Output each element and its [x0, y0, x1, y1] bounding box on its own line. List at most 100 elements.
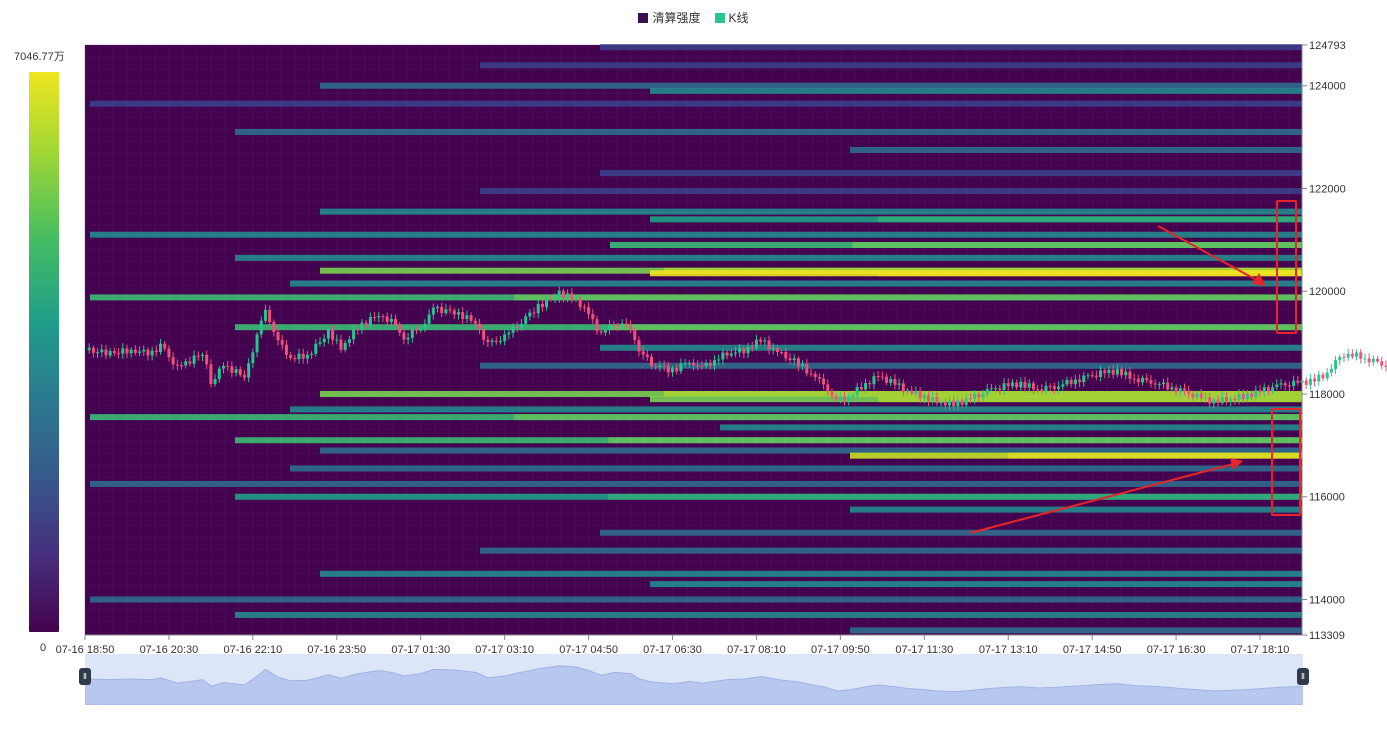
candle-body-up [234, 369, 238, 373]
candle-body-up [305, 354, 309, 359]
legend-item-kline[interactable]: K线 [714, 9, 749, 26]
candle-body-down [125, 348, 129, 354]
candle-body-down [381, 316, 385, 318]
candle-body-down [1132, 378, 1136, 380]
candle-body-up [1065, 379, 1069, 385]
candle-body-up [1245, 393, 1249, 400]
candle-body-up [566, 293, 570, 298]
candle-body-down [356, 329, 360, 331]
candle-body-down [402, 332, 406, 340]
candle-body-down [1120, 368, 1124, 376]
candle-body-down [893, 378, 897, 385]
candle-body-up [528, 312, 532, 317]
candle-body-up [1317, 374, 1321, 382]
visual-map-gradient[interactable] [29, 72, 59, 632]
candle-body-down [759, 339, 763, 342]
candle-body-down [1166, 382, 1170, 390]
candle-body-up [864, 383, 868, 390]
candle-body-up [310, 353, 314, 355]
candle-body-down [561, 290, 565, 298]
candle-body-up [897, 383, 901, 385]
liquidation-band [235, 128, 1302, 135]
candle-body-up [511, 327, 515, 333]
x-tick-label: 07-16 18:50 [56, 644, 115, 656]
candle-body-up [855, 387, 859, 396]
candle-body-down [767, 340, 771, 350]
candle-body-up [1271, 387, 1275, 392]
candle-body-up [792, 358, 796, 361]
candle-body-up [801, 364, 805, 367]
candle-body-down [272, 322, 276, 333]
candle-body-down [952, 400, 956, 407]
candle-body-up [217, 368, 221, 380]
candle-body-up [322, 338, 326, 343]
candle-body-up [1355, 352, 1359, 357]
x-tick-label: 07-17 04:50 [559, 644, 618, 656]
candle-body-up [658, 365, 662, 368]
candle-body-down [1287, 385, 1291, 387]
legend-label-kline: K线 [728, 11, 749, 25]
candle-body-down [1006, 383, 1010, 387]
candle-body-down [112, 351, 116, 353]
candle-body-up [343, 342, 347, 350]
candle-body-down [364, 322, 368, 326]
candle-body-up [1002, 383, 1006, 391]
candle-body-down [494, 340, 498, 342]
candle-body-down [826, 384, 830, 392]
candle-body-up [263, 309, 267, 321]
liquidation-band-hot [608, 437, 1302, 444]
candle-body-up [1082, 375, 1086, 383]
candle-body-up [981, 393, 985, 398]
candle-body-down [662, 365, 666, 367]
candle-body-down [595, 319, 599, 332]
x-tick-label: 07-17 18:10 [1231, 644, 1290, 656]
candle-body-up [1157, 384, 1161, 386]
candle-body-down [1283, 383, 1287, 386]
zoom-handle-end[interactable]: Ⅱ [1297, 668, 1309, 685]
zoom-slider[interactable] [84, 654, 1387, 706]
y-tick-label: 118000 [1309, 389, 1345, 401]
y-tick-label: 116000 [1309, 492, 1345, 504]
candle-body-down [154, 350, 158, 353]
legend-swatch-kline [714, 12, 725, 23]
liquidation-band [650, 581, 1302, 588]
candle-body-up [574, 299, 578, 301]
candle-body-up [1325, 372, 1329, 379]
candle-body-down [633, 329, 637, 340]
candle-body-up [746, 346, 750, 354]
candle-body-down [1258, 390, 1262, 392]
candle-body-down [578, 299, 582, 308]
candle-body-down [1052, 386, 1056, 389]
y-axis: 124793 124000 122000 120000 118000 116000 1140… [1301, 40, 1346, 642]
legend-item-liquidation[interactable]: 清算强度 [638, 9, 701, 26]
candle-body-up [100, 349, 104, 353]
x-tick-label: 07-17 08:10 [727, 644, 786, 656]
candle-body-down [650, 356, 654, 367]
candle-body-up [360, 322, 364, 330]
legend-label-liquidation: 清算强度 [652, 11, 701, 25]
candle-body-up [687, 362, 691, 364]
candle-body-up [1061, 384, 1065, 387]
candle-body-up [138, 351, 142, 353]
candle-body-down [1313, 378, 1317, 382]
x-tick-label: 07-17 01:30 [391, 644, 450, 656]
liquidation-band [290, 465, 1302, 472]
candle-body-down [1384, 365, 1387, 367]
candle-body-down [477, 323, 481, 330]
candle-body-down [834, 396, 838, 400]
candle-body-up [436, 306, 440, 308]
zoom-handle-start[interactable]: Ⅱ [79, 668, 91, 685]
candle-body-down [1199, 393, 1203, 398]
candle-body-up [251, 352, 255, 364]
liquidation-band [600, 170, 1302, 177]
candle-body-up [1254, 390, 1258, 398]
candle-body-down [1304, 380, 1308, 385]
candle-body-up [1141, 377, 1145, 383]
candle-body-up [1212, 399, 1216, 404]
candle-body-up [259, 320, 263, 335]
candle-body-down [1149, 380, 1153, 384]
candle-body-down [146, 349, 150, 356]
candle-body-up [1279, 383, 1283, 385]
candle-body-up [1346, 353, 1350, 358]
x-tick-label: 07-17 06:30 [643, 644, 702, 656]
